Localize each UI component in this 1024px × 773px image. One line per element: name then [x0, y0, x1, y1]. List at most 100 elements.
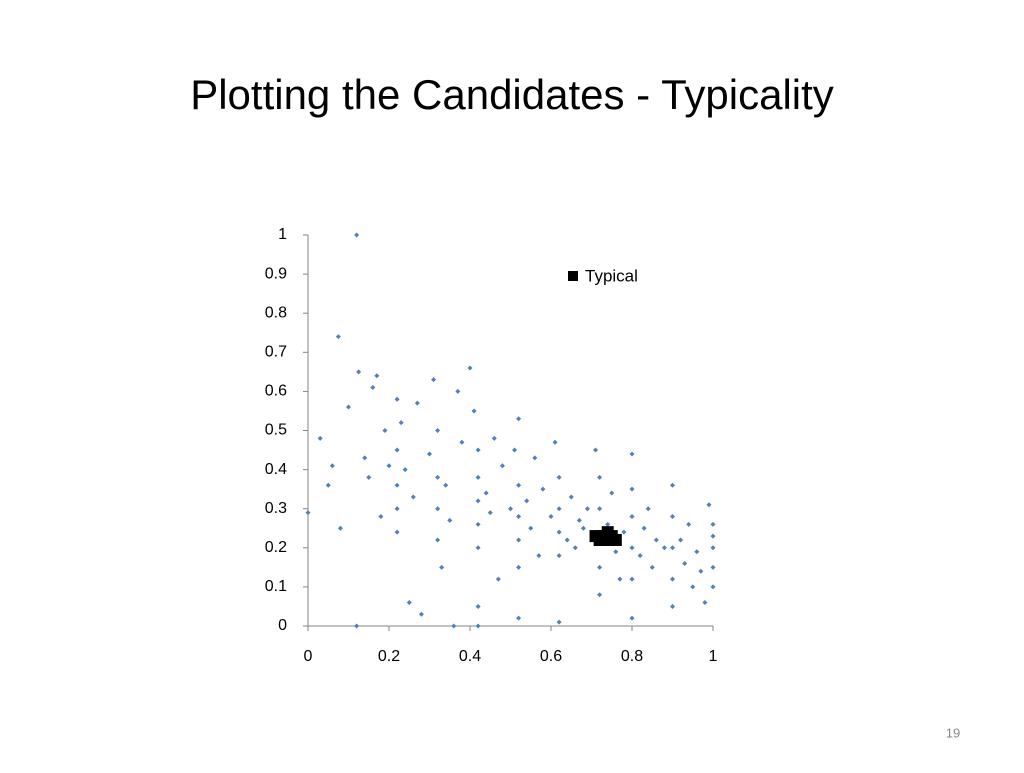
candidate-point	[402, 467, 408, 473]
y-tick-label: 0.6	[265, 383, 287, 400]
candidate-point	[382, 428, 388, 433]
candidate-point	[491, 435, 497, 441]
candidate-point	[337, 525, 343, 531]
candidate-point	[414, 400, 420, 406]
y-tick-label: 0.8	[265, 304, 287, 321]
candidate-point	[354, 232, 360, 238]
candidate-point	[678, 537, 684, 543]
candidate-point	[394, 506, 400, 512]
candidate-point	[329, 463, 335, 469]
candidate-point	[580, 525, 586, 531]
candidate-point	[584, 506, 590, 512]
candidate-point	[645, 506, 651, 512]
candidate-point	[325, 482, 331, 488]
candidate-point	[346, 404, 351, 410]
candidate-point	[435, 428, 441, 433]
x-tick-label: 0.4	[459, 648, 481, 665]
candidate-point	[483, 490, 489, 496]
candidate-point	[475, 498, 481, 504]
candidate-point	[536, 553, 542, 559]
candidate-point	[670, 514, 675, 520]
candidate-point	[710, 564, 716, 570]
candidate-point	[435, 474, 441, 480]
y-tick-label: 0.3	[265, 500, 287, 517]
candidate-point	[670, 545, 675, 551]
candidate-point	[649, 564, 655, 570]
candidate-point	[556, 506, 562, 512]
candidate-point	[516, 537, 522, 543]
candidate-point	[378, 514, 384, 520]
candidate-point	[431, 377, 437, 383]
candidate-point	[516, 615, 522, 621]
chart: 0 0.1 0.2 0.3 0.4 0.5 0.6 0.7 0.8 0.9 1 0 0.2 0.4 0.6 0…	[265, 226, 718, 665]
candidate-point	[702, 600, 708, 606]
candidate-point	[710, 521, 716, 527]
candidate-point	[597, 474, 603, 480]
candidate-point	[495, 576, 501, 582]
candidate-point	[629, 615, 635, 621]
x-tick-label: 0.6	[540, 648, 562, 665]
candidate-point	[305, 510, 311, 516]
candidate-point	[475, 623, 481, 629]
candidate-point	[564, 537, 570, 543]
candidate-point	[629, 545, 635, 551]
candidate-point	[317, 435, 323, 441]
candidate-point	[499, 463, 505, 469]
candidate-point	[613, 549, 619, 555]
candidate-point	[516, 482, 522, 488]
candidate-point	[597, 564, 603, 570]
y-tick-label: 0.4	[265, 461, 287, 478]
candidate-point	[661, 545, 667, 551]
candidate-point	[435, 537, 441, 543]
candidate-point	[335, 334, 341, 340]
candidate-point	[366, 474, 372, 480]
candidate-point	[629, 514, 635, 520]
candidate-point	[475, 474, 481, 480]
candidate-point	[568, 494, 574, 500]
candidate-point	[354, 623, 360, 629]
candidate-point	[370, 384, 376, 390]
candidate-point	[427, 451, 432, 457]
candidate-point	[406, 600, 412, 606]
candidate-point	[686, 521, 692, 527]
candidate-point	[487, 510, 493, 516]
candidate-point	[435, 506, 441, 512]
x-tick-label: 0.2	[378, 648, 400, 665]
legend-label: Typical	[585, 266, 638, 285]
candidate-point	[629, 576, 635, 582]
candidate-point	[459, 439, 465, 445]
candidate-point	[475, 603, 481, 609]
candidate-point	[617, 576, 623, 582]
candidate-point	[532, 455, 538, 461]
candidate-point	[356, 369, 362, 375]
candidate-point	[670, 603, 675, 609]
candidate-point	[475, 545, 481, 551]
candidate-point	[682, 560, 688, 566]
candidate-point	[516, 416, 522, 422]
page-number: 19	[946, 725, 960, 740]
candidate-point	[394, 396, 400, 402]
candidate-point	[524, 498, 530, 504]
y-tick-label: 0	[278, 617, 287, 634]
candidate-point	[475, 521, 481, 527]
candidate-point	[641, 525, 647, 531]
candidate-point	[670, 482, 675, 488]
candidate-point	[394, 447, 400, 453]
candidate-point	[629, 486, 635, 492]
y-tick-label: 0.2	[265, 539, 287, 556]
candidate-point	[362, 455, 368, 461]
y-tick-label: 0.7	[265, 344, 287, 361]
candidate-point	[540, 486, 546, 492]
candidate-point	[690, 584, 696, 590]
slide-title: Plotting the Candidates - Typicality	[190, 71, 834, 118]
candidate-point	[443, 482, 449, 488]
x-tick-label: 0.8	[621, 648, 643, 665]
x-tick-label: 0	[304, 648, 313, 665]
candidate-point	[447, 517, 453, 523]
candidate-point	[394, 482, 400, 488]
candidate-point	[475, 447, 481, 453]
candidate-point	[467, 365, 473, 371]
candidate-point	[556, 529, 562, 535]
candidate-point	[629, 451, 635, 457]
